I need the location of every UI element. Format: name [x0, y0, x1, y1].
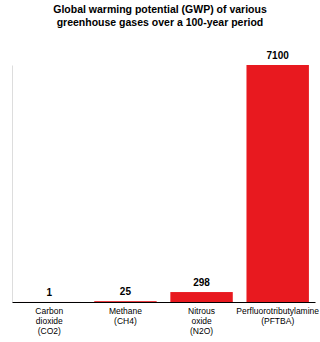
x-tick: Perfluorotributylamine(PFTBA) [236, 302, 319, 326]
bar [18, 301, 80, 302]
y-axis [12, 66, 13, 303]
x-axis-line [13, 302, 316, 303]
x-tick-label: Nitrousoxide(N2O) [188, 306, 215, 336]
x-tick: Nitrousoxide(N2O) [188, 302, 215, 336]
y-axis-line [12, 66, 13, 303]
x-axis: Carbondioxide(CO2) Methane(CH4) Nitrousoxi… [13, 302, 320, 336]
x-tick-label: Perfluorotributylamine(PFTBA) [236, 306, 319, 326]
bars [18, 65, 309, 302]
bar [170, 292, 232, 302]
data-label: 7100 [267, 50, 290, 61]
x-tick-label: Methane(CH4) [109, 306, 142, 326]
bar [246, 65, 308, 302]
title: Global warming potential (GWP) of variou… [53, 3, 267, 28]
x-tick: Carbondioxide(CO2) [35, 302, 63, 336]
chart: Global warming potential (GWP) of variou… [0, 0, 320, 342]
x-tick: Methane(CH4) [109, 302, 142, 326]
data-label: 25 [120, 286, 132, 297]
bar [94, 301, 156, 302]
data-labels: 1 25 298 7100 [47, 50, 290, 298]
data-label: 298 [193, 277, 210, 288]
data-label: 1 [47, 287, 53, 298]
x-tick-label: Carbondioxide(CO2) [35, 306, 63, 336]
